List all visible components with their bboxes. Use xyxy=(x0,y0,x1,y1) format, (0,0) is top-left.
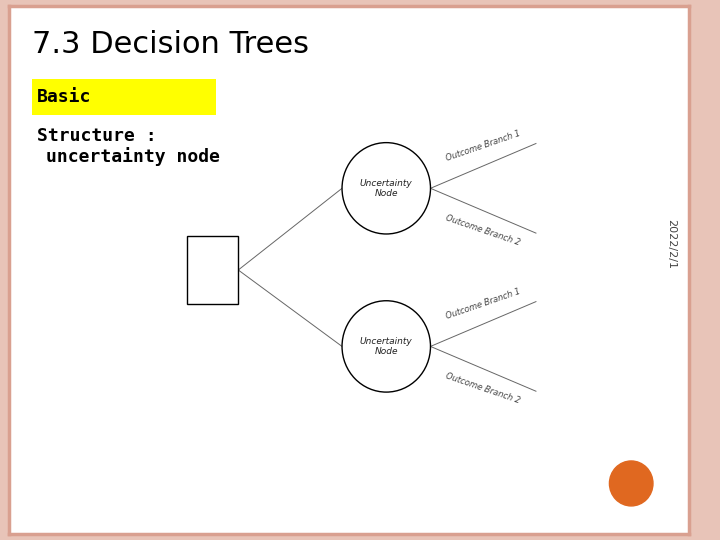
Text: uncertainty node: uncertainty node xyxy=(46,147,220,166)
Text: Basic: Basic xyxy=(37,87,91,106)
FancyBboxPatch shape xyxy=(187,236,238,304)
Text: Outcome Branch 2: Outcome Branch 2 xyxy=(445,213,522,247)
Ellipse shape xyxy=(342,301,431,392)
FancyBboxPatch shape xyxy=(32,79,216,114)
Text: Uncertainty
Node: Uncertainty Node xyxy=(360,179,413,198)
Ellipse shape xyxy=(609,461,653,506)
Text: 2022/2/1: 2022/2/1 xyxy=(666,219,676,268)
Text: Outcome Branch 1: Outcome Branch 1 xyxy=(445,129,522,163)
Text: Structure :: Structure : xyxy=(37,126,157,145)
Text: Uncertainty
Node: Uncertainty Node xyxy=(360,337,413,356)
Text: Outcome Branch 1: Outcome Branch 1 xyxy=(445,287,522,321)
Ellipse shape xyxy=(342,143,431,234)
Text: Outcome Branch 2: Outcome Branch 2 xyxy=(445,372,522,406)
Text: 7.3 Decision Trees: 7.3 Decision Trees xyxy=(32,30,310,59)
